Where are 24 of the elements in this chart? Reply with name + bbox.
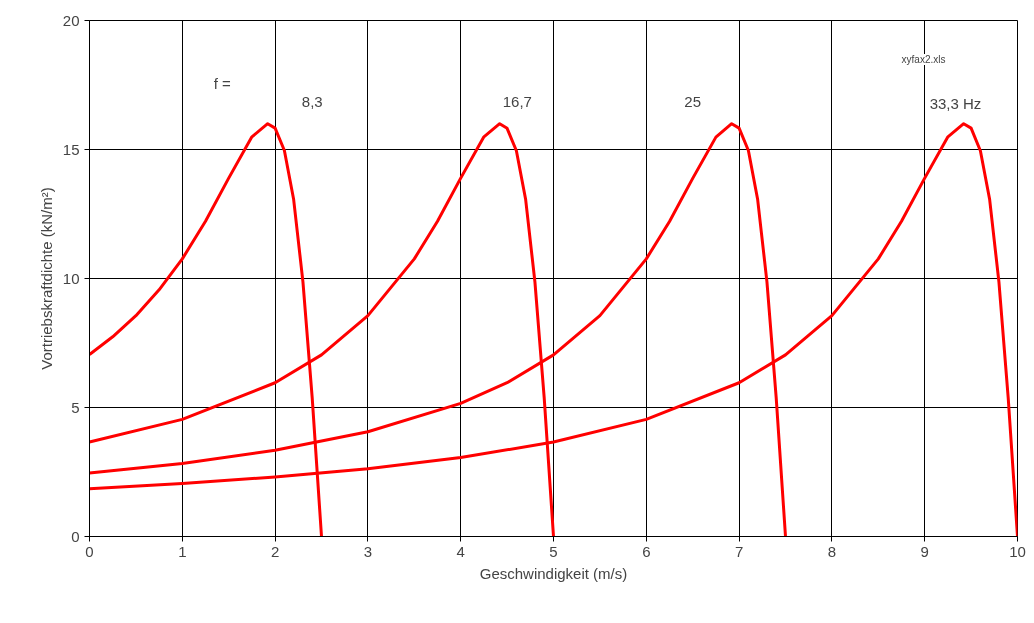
y-tick-label: 0 [71,527,80,545]
x-tick-label: 8 [827,542,837,560]
y-axis-title: Vortriebskraftdichte (kN/m²) [37,187,55,370]
annotation: 8,3 [301,92,323,110]
x-tick-label: 6 [642,542,651,560]
y-tick-label: 5 [71,398,80,416]
annotation: 33,3 Hz [929,95,982,112]
x-tick-label: 9 [920,542,929,560]
x-axis-title: Geschwindigkeit (m/s) [479,564,628,582]
y-tick-label: 20 [62,11,80,29]
x-tick-label: 10 [1009,542,1026,560]
x-tick-label: 5 [549,542,558,560]
x-tick-label: 4 [456,542,465,560]
x-tick-label: 3 [363,542,373,560]
annotation: xyfax2.xls [901,54,946,65]
x-tick-label: 1 [178,542,187,560]
x-tick-label: 7 [734,542,744,560]
y-tick-label: 15 [62,140,80,158]
annotation: f = [213,74,231,92]
x-tick-label: 2 [270,542,280,560]
y-tick-label: 10 [62,269,80,287]
annotation: 16,7 [502,92,532,110]
x-tick-label: 0 [85,542,94,560]
annotation: 25 [684,92,702,110]
